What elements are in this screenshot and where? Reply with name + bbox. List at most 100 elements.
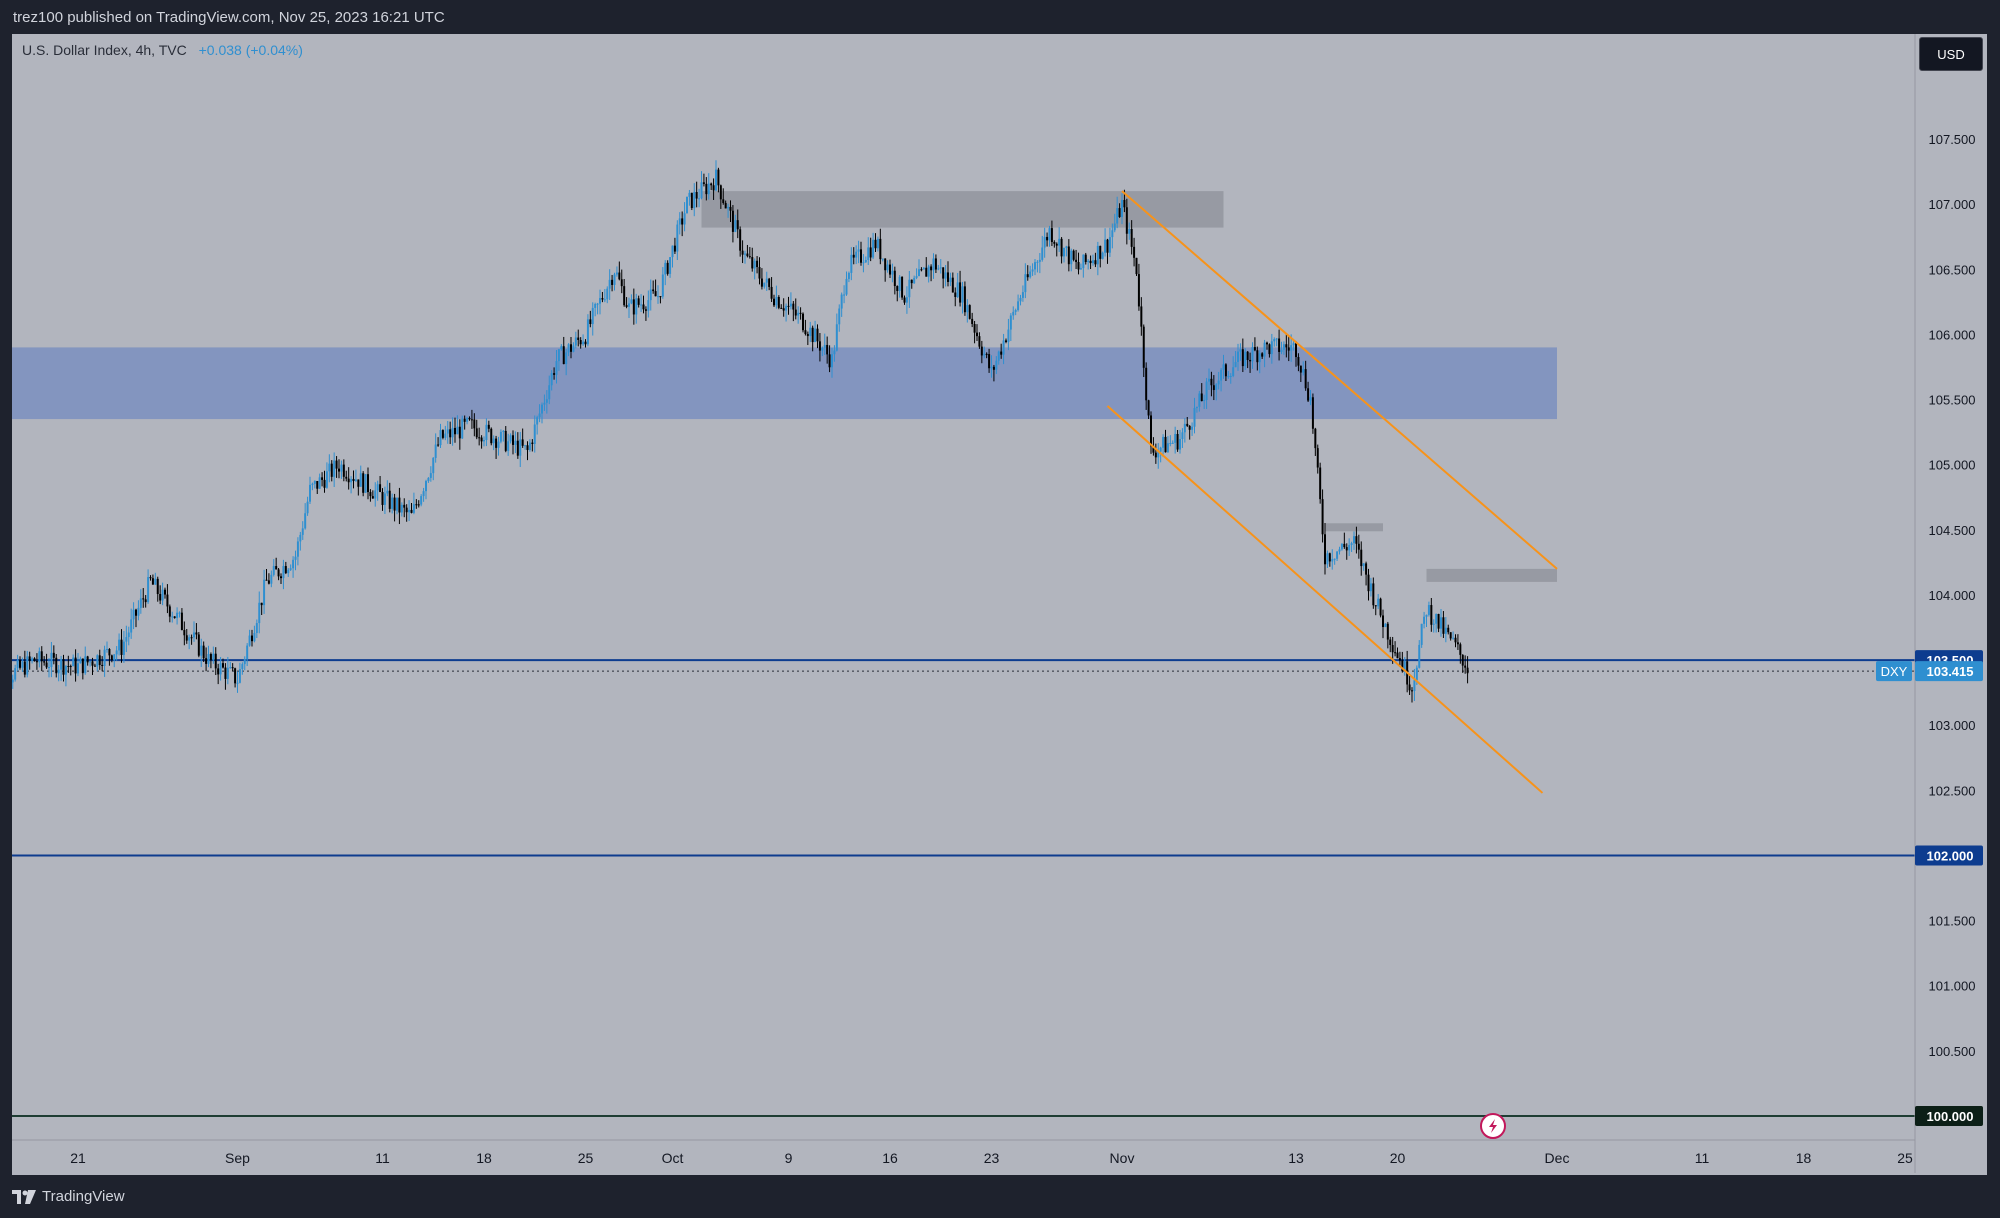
candles[interactable] — [0, 160, 1469, 703]
candle-body — [799, 312, 802, 314]
candle-body — [142, 598, 145, 600]
candle-body — [202, 645, 205, 659]
candle-body — [780, 307, 783, 309]
candle-body — [925, 267, 928, 277]
candle-body — [1343, 543, 1346, 548]
candle-body — [1292, 343, 1295, 346]
candle-body — [289, 568, 292, 570]
candle-body — [528, 442, 531, 450]
candle-body — [1094, 260, 1097, 265]
candle-body — [876, 238, 879, 249]
candle-body — [159, 593, 162, 601]
candle-body — [313, 481, 316, 484]
candle-body — [398, 497, 401, 513]
candle-body — [403, 504, 406, 508]
candle-body — [168, 606, 171, 617]
candle-body — [934, 258, 937, 270]
candle-body — [1309, 397, 1312, 401]
blue-zone[interactable] — [12, 347, 1557, 420]
candle-body — [135, 609, 137, 616]
candle-body — [519, 439, 522, 456]
candle-body — [330, 463, 333, 477]
candle-body — [809, 327, 812, 337]
candle-body — [304, 513, 307, 529]
candle-body — [417, 504, 420, 506]
candle-body — [1007, 329, 1010, 342]
candle-body — [744, 253, 746, 255]
candle-body — [490, 428, 493, 444]
candle-body — [1046, 236, 1049, 241]
candle-body — [630, 299, 633, 304]
gray-zone-top[interactable] — [701, 191, 1224, 228]
candle-body — [1442, 617, 1445, 634]
candle-body — [1413, 680, 1416, 692]
candle-body — [393, 497, 396, 511]
candle-body — [884, 258, 887, 271]
candle-body — [794, 309, 797, 316]
candle-body — [693, 191, 696, 209]
candle-body — [753, 260, 756, 269]
candle-body — [1430, 605, 1433, 625]
candle-body — [1121, 199, 1123, 218]
candle-body — [1034, 262, 1036, 270]
candle-body — [1333, 558, 1336, 560]
candle-body — [942, 267, 945, 279]
candle-body — [64, 665, 67, 675]
candle-body — [26, 656, 29, 675]
gray-zone-mid[interactable] — [1325, 523, 1383, 532]
candle-body — [649, 289, 652, 301]
candle-body — [161, 589, 164, 601]
x-tick-label: 25 — [1897, 1150, 1913, 1166]
candle-body — [1029, 271, 1032, 278]
tradingview-logo[interactable]: TradingView — [12, 1188, 125, 1205]
candle-body — [1125, 207, 1128, 234]
candle-body — [122, 641, 125, 655]
candle-body — [811, 327, 814, 343]
candle-body — [1181, 432, 1184, 440]
candle-body — [60, 659, 63, 670]
candle-body — [1280, 349, 1283, 352]
candle-body — [741, 250, 744, 255]
candle-body — [582, 341, 585, 345]
candle-body — [171, 616, 174, 618]
candle-body — [860, 249, 862, 263]
candle-body — [306, 501, 309, 514]
candle-body — [1072, 250, 1075, 260]
candle-body — [166, 594, 169, 607]
candle-body — [1336, 551, 1339, 559]
candle-body — [98, 655, 101, 665]
candle-body — [918, 269, 920, 277]
gray-zone-right[interactable] — [1426, 568, 1558, 582]
candle-body — [995, 360, 998, 370]
candle-body — [381, 491, 384, 505]
candle-body — [702, 182, 705, 184]
candle-body — [1147, 400, 1150, 416]
x-tick-label: 16 — [882, 1150, 898, 1166]
candle-body — [441, 430, 444, 438]
candle-body — [451, 427, 454, 438]
candle-body — [113, 654, 116, 661]
candle-body — [183, 630, 186, 636]
candle-body — [555, 361, 558, 375]
candle-body — [1162, 436, 1165, 448]
candle-body — [956, 282, 959, 297]
currency-button[interactable]: USD — [1919, 37, 1983, 71]
candle-body — [1391, 644, 1394, 653]
channel-lower[interactable] — [1106, 405, 1544, 794]
candle-body — [949, 277, 952, 282]
candle-body — [340, 464, 343, 472]
candle-body — [485, 424, 488, 441]
price-axis[interactable] — [1915, 34, 1987, 1180]
candle-body — [804, 330, 807, 334]
candle-body — [77, 663, 79, 674]
candle-body — [734, 220, 737, 232]
candle-body — [296, 541, 299, 557]
channel-upper[interactable] — [1121, 190, 1558, 570]
candle-body — [1401, 660, 1404, 672]
candle-body — [1229, 375, 1232, 377]
candle-body — [1282, 344, 1285, 350]
candle-body — [429, 473, 432, 478]
candle-body — [1157, 451, 1160, 458]
candle-body — [1108, 237, 1111, 253]
